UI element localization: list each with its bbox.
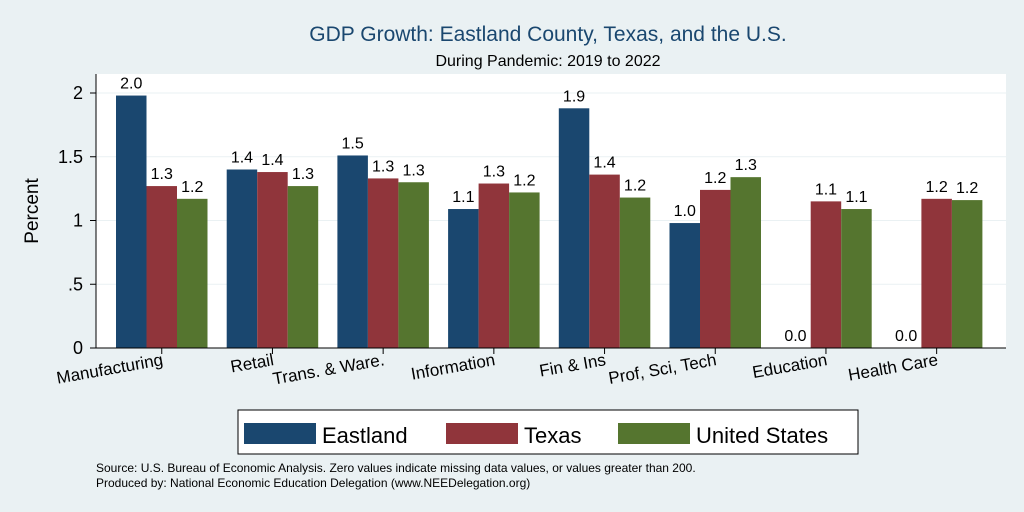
y-axis-label: Percent bbox=[22, 178, 43, 244]
data-label-texas-0: 1.3 bbox=[151, 166, 173, 183]
legend: Eastland Texas United States bbox=[237, 409, 859, 455]
bar-united-states-3 bbox=[509, 192, 540, 348]
x-tick-label-4: Fin & Ins bbox=[538, 350, 607, 380]
data-label-united-states-2: 1.3 bbox=[403, 162, 425, 179]
source-note: Source: U.S. Bureau of Economic Analysis… bbox=[96, 461, 696, 475]
data-label-texas-4: 1.4 bbox=[593, 155, 615, 172]
bar-eastland-1 bbox=[226, 169, 258, 348]
chart-title: GDP Growth: Eastland County, Texas, and … bbox=[309, 23, 786, 46]
data-label-eastland-7: 0.0 bbox=[895, 328, 917, 345]
data-label-texas-7: 1.2 bbox=[926, 179, 948, 196]
data-label-united-states-0: 1.2 bbox=[181, 179, 203, 196]
data-label-eastland-0: 2.0 bbox=[120, 76, 142, 93]
data-label-united-states-4: 1.2 bbox=[624, 178, 646, 195]
y-tick-label-1: .5 bbox=[68, 274, 83, 294]
bar-united-states-1 bbox=[287, 186, 319, 348]
legend-swatch-texas bbox=[446, 423, 518, 444]
x-tick-label-0: Manufacturing bbox=[55, 350, 164, 387]
bar-texas-6 bbox=[810, 201, 842, 348]
x-tick-label-7: Health Care bbox=[847, 350, 940, 384]
produced-by-note: Produced by: National Economic Education… bbox=[96, 476, 530, 490]
bar-texas-1 bbox=[257, 172, 288, 348]
y-tick-label-4: 2 bbox=[73, 83, 83, 103]
legend-label-eastland: Eastland bbox=[322, 423, 408, 448]
data-label-united-states-6: 1.1 bbox=[845, 189, 867, 206]
data-label-texas-3: 1.3 bbox=[483, 164, 505, 181]
data-label-united-states-3: 1.2 bbox=[513, 172, 535, 189]
data-label-eastland-1: 1.4 bbox=[231, 150, 253, 167]
x-tick-label-2: Trans. & Ware. bbox=[271, 350, 386, 388]
legend-swatch-eastland bbox=[244, 423, 316, 444]
bar-united-states-5 bbox=[730, 177, 761, 348]
data-label-united-states-7: 1.2 bbox=[956, 180, 978, 197]
legend-label-united-states: United States bbox=[696, 423, 828, 448]
x-tick-label-1: Retail bbox=[229, 350, 275, 376]
y-tick-label-3: 1.5 bbox=[58, 147, 83, 167]
y-axis: 0 .5 1 1.5 2 bbox=[58, 83, 96, 358]
bars-layer bbox=[116, 95, 983, 348]
data-label-eastland-4: 1.9 bbox=[563, 88, 585, 105]
bar-united-states-7 bbox=[951, 200, 983, 348]
y-tick-label-2: 1 bbox=[73, 211, 83, 231]
data-label-eastland-6: 0.0 bbox=[784, 328, 806, 345]
data-label-eastland-3: 1.1 bbox=[452, 189, 474, 206]
x-tick-label-6: Education bbox=[751, 350, 829, 382]
bar-texas-7 bbox=[921, 198, 952, 348]
x-tick-label-5: Prof, Sci, Tech bbox=[607, 350, 718, 388]
bar-texas-0 bbox=[146, 186, 177, 348]
legend-swatch-united-states bbox=[618, 423, 690, 444]
data-label-texas-2: 1.3 bbox=[372, 158, 394, 175]
bar-texas-5 bbox=[700, 189, 731, 348]
bar-eastland-5 bbox=[669, 223, 700, 348]
bar-eastland-3 bbox=[448, 209, 479, 348]
bar-united-states-6 bbox=[841, 209, 872, 348]
data-label-texas-5: 1.2 bbox=[704, 170, 726, 187]
chart-subtitle: During Pandemic: 2019 to 2022 bbox=[435, 53, 660, 70]
y-tick-label-0: 0 bbox=[73, 338, 83, 358]
bar-eastland-0 bbox=[116, 95, 147, 348]
bar-united-states-2 bbox=[398, 182, 429, 348]
bar-texas-2 bbox=[367, 178, 399, 348]
bar-united-states-0 bbox=[177, 198, 208, 348]
data-labels-layer: 2.0 1.4 1.5 1.1 1.9 1.0 0.0 0.0 1.3 1.4 1.3 1.3 1.4 1… bbox=[120, 76, 978, 345]
bar-eastland-4 bbox=[558, 108, 590, 348]
data-label-eastland-2: 1.5 bbox=[342, 135, 364, 152]
bar-texas-3 bbox=[478, 183, 510, 348]
x-tick-label-3: Information bbox=[409, 350, 496, 383]
data-label-texas-6: 1.1 bbox=[815, 181, 837, 198]
data-label-eastland-5: 1.0 bbox=[674, 203, 696, 220]
data-label-texas-1: 1.4 bbox=[261, 152, 283, 169]
legend-box bbox=[237, 409, 859, 455]
bar-texas-4 bbox=[589, 174, 620, 348]
bar-united-states-4 bbox=[619, 197, 651, 348]
data-label-united-states-5: 1.3 bbox=[735, 157, 757, 174]
legend-label-texas: Texas bbox=[524, 423, 581, 448]
data-label-united-states-1: 1.3 bbox=[292, 166, 314, 183]
bar-eastland-2 bbox=[337, 155, 368, 348]
